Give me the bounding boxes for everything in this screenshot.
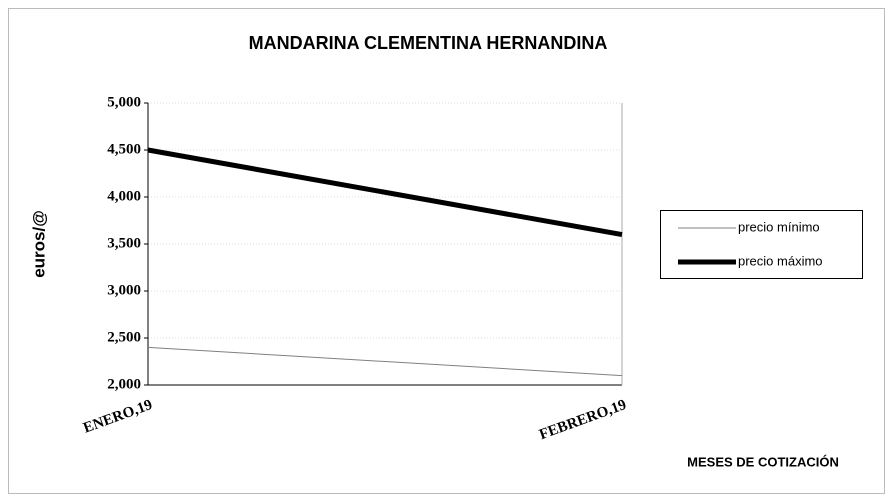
x-tick-label: FEBRERO,19 <box>537 397 628 443</box>
y-tick-label: 4,500 <box>107 141 141 157</box>
x-axis-label: MESES DE COTIZACIÓN <box>687 454 839 469</box>
y-axis-label: euros/@ <box>29 210 48 278</box>
y-tick-label: 3,000 <box>107 282 141 298</box>
series-line <box>147 346 623 377</box>
legend-label: precio máximo <box>738 253 823 268</box>
y-tick-label: 2,000 <box>107 376 141 392</box>
legend-box <box>660 210 863 279</box>
y-tick-label: 3,500 <box>107 235 141 251</box>
series-line <box>147 147 623 238</box>
chart-border <box>8 8 885 494</box>
legend-label: precio mínimo <box>738 219 820 234</box>
x-tick-label: ENERO,19 <box>81 397 154 437</box>
y-tick-label: 5,000 <box>107 94 141 110</box>
y-tick-label: 2,500 <box>107 329 141 345</box>
y-tick-label: 4,000 <box>107 188 141 204</box>
chart-title: MANDARINA CLEMENTINA HERNANDINA <box>249 33 608 53</box>
